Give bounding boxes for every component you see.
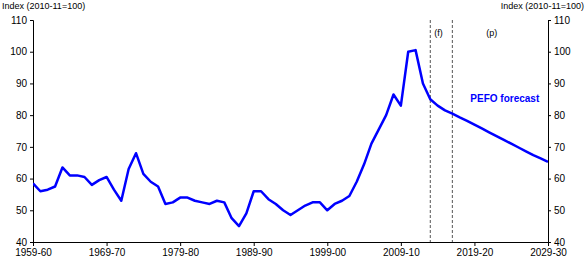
x-tick: 2019-20 (457, 242, 494, 258)
y2-axis: 40 50 60 70 80 90 100 110 (548, 15, 571, 248)
x-tick-label: 2029-30 (530, 247, 567, 258)
x-tick-label: 2009-10 (383, 247, 420, 258)
x-axis: 1959-60 1969-70 1979-80 1989-90 1999-00 2009-… (15, 242, 567, 258)
y-tick-mark (30, 83, 33, 84)
y-tick-mark (30, 242, 33, 243)
x-tick-label: 1969-70 (89, 247, 126, 258)
y-tick: 60 (16, 173, 33, 184)
x-tick-mark (327, 242, 328, 246)
y2-tick-label: 60 (554, 173, 566, 184)
y-axis-line (30, 21, 34, 243)
y2-tick-mark (548, 179, 551, 180)
y-axis-title: Index (2010-11=100) (2, 1, 85, 11)
y-tick: 100 (10, 46, 33, 57)
y-tick-label: 70 (16, 142, 28, 153)
y2-tick-label: 110 (554, 15, 570, 26)
y2-tick-mark (548, 242, 551, 243)
y2-tick-mark (548, 210, 551, 211)
y-tick: 90 (16, 78, 33, 89)
y-tick-label: 60 (16, 173, 28, 184)
y2-tick-label: 50 (554, 205, 566, 216)
annotation: PEFO forecast (470, 93, 540, 104)
y2-tick: 90 (548, 78, 566, 89)
x-tick-label: 1959-60 (15, 247, 52, 258)
x-tick-mark (474, 242, 475, 246)
y-tick-label: 100 (10, 46, 27, 57)
divider-label: (f) (434, 28, 443, 38)
y-axis: 40 50 60 70 80 90 100 110 (10, 15, 33, 248)
y2-tick-mark (548, 20, 551, 21)
y-tick: 110 (11, 15, 33, 26)
y-tick-label: 80 (16, 110, 28, 121)
y2-tick-label: 90 (554, 78, 566, 89)
y-tick-mark (30, 179, 33, 180)
y-tick-mark (30, 52, 33, 53)
y-tick-label: 40 (16, 237, 28, 248)
divider-line (452, 20, 453, 242)
y2-tick: 50 (548, 205, 566, 216)
x-tick-mark (107, 242, 108, 246)
y2-tick: 80 (548, 110, 566, 121)
y2-axis-title: Index (2010-11=100) (501, 1, 584, 11)
chart: 1959-60 1969-70 1979-80 1989-90 1999-00 2009-… (0, 0, 586, 265)
y-tick-mark (30, 147, 33, 148)
y-tick-mark (30, 20, 33, 21)
x-tick: 2009-10 (383, 242, 420, 258)
y2-tick-label: 80 (554, 110, 566, 121)
y2-tick: 60 (548, 173, 566, 184)
y2-tick-label: 70 (554, 142, 566, 153)
x-tick: 1999-00 (309, 242, 346, 258)
y2-tick-mark (548, 52, 551, 53)
y-tick: 40 (16, 237, 33, 248)
x-axis-line (34, 243, 549, 247)
y2-tick: 70 (548, 142, 566, 153)
y2-tick-label: 100 (554, 46, 571, 57)
y-tick-mark (30, 210, 33, 211)
x-tick: 1979-80 (162, 242, 199, 258)
y-tick: 70 (16, 142, 33, 153)
divider-label: (p) (486, 28, 497, 38)
x-tick: 1969-70 (89, 242, 126, 258)
plot-area (33, 20, 548, 242)
y-tick-label: 110 (11, 15, 27, 26)
x-tick: 1989-90 (236, 242, 273, 258)
y2-axis-line (549, 21, 552, 243)
y2-tick: 100 (548, 46, 571, 57)
x-tick-mark (254, 242, 255, 246)
y2-tick: 110 (548, 15, 570, 26)
y2-tick-mark (548, 115, 551, 116)
y2-tick-label: 40 (554, 237, 566, 248)
x-tick-label: 1979-80 (162, 247, 199, 258)
divider-line (430, 20, 431, 242)
y2-tick-mark (548, 147, 551, 148)
series-line (33, 50, 548, 226)
x-tick-mark (180, 242, 181, 246)
y-tick-label: 90 (16, 78, 28, 89)
x-tick-label: 1989-90 (236, 247, 273, 258)
y-tick-mark (30, 115, 33, 116)
y2-tick-mark (548, 83, 551, 84)
y-tick: 80 (16, 110, 33, 121)
x-tick-label: 2019-20 (457, 247, 494, 258)
y2-tick: 40 (548, 237, 566, 248)
x-tick-mark (401, 242, 402, 246)
y-tick-label: 50 (16, 205, 28, 216)
y-tick: 50 (16, 205, 33, 216)
x-tick-label: 1999-00 (309, 247, 346, 258)
